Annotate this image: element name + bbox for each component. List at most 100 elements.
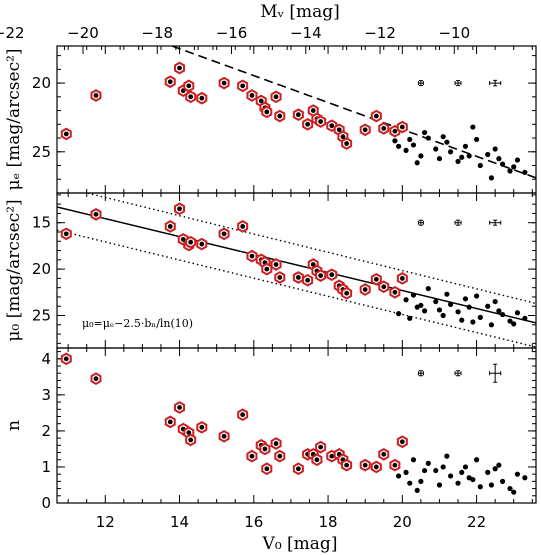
data-point-red (302, 117, 314, 131)
top-tick-label: −12 (364, 24, 396, 42)
data-point-red (378, 122, 390, 135)
data-point-red (370, 109, 382, 123)
data-point-red (315, 440, 327, 454)
data-point-red (246, 249, 258, 263)
data-point-red (237, 408, 249, 422)
error-bar (417, 80, 424, 87)
data-point-black (507, 485, 513, 492)
data-point-black (436, 307, 443, 313)
data-point-black (403, 147, 409, 154)
data-point-red (185, 235, 197, 249)
x-tick-label: 16 (244, 513, 263, 531)
data-point-black (473, 457, 480, 463)
panel-n: 0 1 2 3 4 n (4, 347, 537, 512)
data-point-red (261, 462, 273, 476)
data-point-black (462, 296, 469, 302)
data-point-black (418, 478, 424, 484)
y-tick-label: 2 (41, 422, 51, 440)
x-tick-label: 18 (319, 513, 338, 531)
data-point-black (477, 484, 483, 490)
data-point-red (164, 75, 176, 89)
data-point-black (496, 462, 502, 468)
data-point-black (522, 475, 528, 481)
data-point-black (507, 318, 513, 324)
data-point-black (514, 471, 521, 477)
y-tick-label: 15 (32, 214, 51, 232)
data-point-red (246, 449, 258, 463)
y-tick-label: 25 (32, 307, 51, 325)
data-point-black (455, 480, 461, 486)
data-point-red (341, 137, 353, 150)
data-point-black (459, 469, 465, 475)
data-point-black (485, 469, 491, 475)
data-point-black (488, 482, 495, 488)
data-point-black (473, 136, 480, 143)
error-bar (454, 370, 462, 377)
data-point-red (185, 433, 197, 447)
data-point-black (470, 124, 476, 130)
data-point-red (311, 453, 323, 467)
data-point-black (410, 292, 417, 298)
data-point-black (444, 453, 450, 459)
x-tick-label: 20 (393, 513, 412, 531)
data-point-red (196, 91, 208, 105)
data-point-red (174, 202, 186, 216)
data-point-red (396, 120, 408, 134)
data-point-black (499, 311, 506, 318)
data-point-black (436, 482, 443, 488)
x-tick-label: 12 (96, 513, 115, 531)
error-bar (489, 219, 502, 226)
data-point-black (422, 308, 428, 314)
data-point-black (396, 143, 402, 149)
fit-line-dashed (171, 46, 536, 179)
data-point-black (403, 469, 409, 475)
data-point-red (359, 283, 371, 296)
top-tick-label: −18 (141, 24, 173, 42)
data-point-red (370, 272, 382, 286)
y-tick-label: 20 (32, 260, 51, 278)
data-point-red (326, 268, 338, 282)
data-point-red (174, 61, 186, 75)
data-point-red (261, 262, 273, 276)
data-point-black (440, 134, 446, 140)
data-point-black (470, 319, 476, 325)
data-point-black (407, 136, 413, 143)
data-point-red (302, 273, 314, 287)
data-point-black (462, 143, 469, 149)
y-axis-label-mu_0: μ₀ [mag/arcsec²] (4, 199, 24, 341)
data-point-red (378, 447, 390, 461)
data-point-black (440, 312, 446, 319)
data-point-black (433, 298, 439, 305)
data-point-black (444, 139, 450, 145)
data-point-red (274, 449, 286, 463)
data-point-red (396, 272, 408, 285)
data-point-red (396, 435, 408, 449)
data-point-black (392, 138, 398, 144)
data-point-black (396, 473, 402, 479)
data-point-black (488, 175, 495, 181)
data-point-black (485, 303, 491, 309)
data-point-black (466, 153, 472, 159)
data-point-black (414, 160, 420, 166)
data-point-red (389, 285, 401, 299)
data-point-black (470, 476, 476, 483)
data-point-red (237, 79, 249, 93)
top-tick-label: −14 (290, 24, 322, 42)
data-point-red (359, 123, 371, 137)
data-point-black (473, 293, 480, 299)
data-point-black (407, 480, 413, 486)
data-point-black (455, 158, 461, 165)
data-point-black (447, 149, 454, 155)
data-point-red (60, 227, 72, 241)
data-point-black (436, 156, 443, 162)
data-point-black (514, 157, 521, 163)
data-point-black (422, 129, 428, 136)
data-point-red (359, 458, 371, 472)
data-point-black (488, 322, 495, 328)
data-point-black (433, 146, 439, 152)
x-tick-label: 14 (170, 513, 189, 531)
fit-line-dotted (57, 229, 536, 348)
data-point-black (418, 153, 424, 159)
data-point-red (237, 220, 249, 233)
